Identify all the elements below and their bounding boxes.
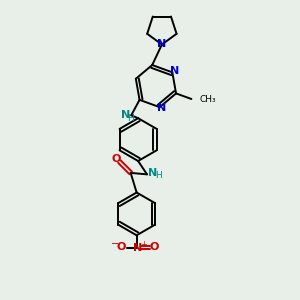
Text: N: N [157, 103, 167, 113]
Text: H: H [127, 114, 134, 123]
Text: O: O [116, 242, 126, 252]
Text: N: N [148, 168, 157, 178]
Text: O: O [149, 242, 159, 252]
Text: N: N [133, 243, 142, 253]
Text: N: N [121, 110, 130, 120]
Text: +: + [140, 240, 147, 249]
Text: N: N [157, 40, 167, 50]
Text: −: − [111, 238, 119, 249]
Text: N: N [170, 66, 179, 76]
Text: H: H [155, 171, 162, 180]
Text: CH₃: CH₃ [200, 94, 216, 103]
Text: O: O [111, 154, 121, 164]
